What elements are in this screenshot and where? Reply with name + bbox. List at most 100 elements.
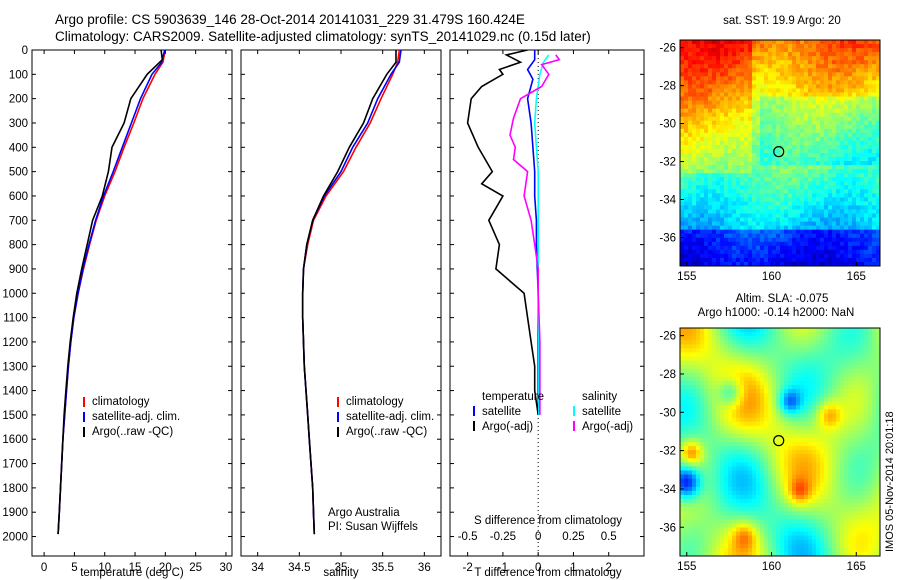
- map-cell: [824, 108, 829, 114]
- map-cell: [824, 257, 829, 263]
- map-cell: [860, 48, 865, 53]
- map-cell: [856, 92, 861, 98]
- map-cell: [820, 108, 825, 114]
- map-cell: [872, 76, 877, 81]
- map-cell: [864, 177, 869, 182]
- map-cell: [852, 148, 857, 154]
- map-cell: [716, 44, 721, 49]
- map-cell: [860, 261, 865, 266]
- map-cell: [768, 209, 773, 215]
- map-cell: [688, 421, 693, 427]
- map-cell: [708, 124, 713, 130]
- map-cell: [828, 40, 833, 45]
- map-cell: [720, 165, 725, 170]
- map-cell: [852, 425, 857, 431]
- map-cell: [784, 360, 789, 366]
- map-cell: [808, 153, 813, 158]
- map-cell: [792, 466, 797, 472]
- map-cell: [732, 340, 737, 345]
- map-cell: [812, 225, 817, 231]
- map-cell: [700, 157, 705, 162]
- map-cell: [852, 169, 857, 174]
- map-cell: [752, 205, 757, 211]
- map-cell: [824, 352, 829, 358]
- map-cell: [756, 237, 761, 243]
- map-cell: [688, 165, 693, 170]
- map-cell: [836, 112, 841, 118]
- map-cell: [808, 389, 813, 394]
- map-cell: [788, 64, 793, 69]
- map-cell: [816, 454, 821, 459]
- map-cell: [776, 462, 781, 468]
- map-cell: [784, 124, 789, 130]
- map-cell: [712, 181, 717, 186]
- map-cell: [812, 405, 817, 411]
- map-cell: [720, 108, 725, 114]
- map-cell: [772, 409, 777, 415]
- map-cell: [684, 401, 689, 406]
- map-cell: [840, 417, 845, 423]
- map-cell: [872, 470, 877, 476]
- map-cell: [732, 401, 737, 406]
- map-cell: [700, 389, 705, 394]
- map-cell: [724, 393, 729, 398]
- map-cell: [708, 68, 713, 73]
- map-cell: [716, 470, 721, 476]
- map-cell: [792, 52, 797, 57]
- map-cell: [772, 352, 777, 358]
- map-cell: [688, 446, 693, 451]
- map-cell: [716, 185, 721, 190]
- map-cell: [764, 417, 769, 423]
- map-cell: [836, 437, 841, 443]
- map-cell: [836, 466, 841, 472]
- map-cell: [776, 450, 781, 455]
- map-cell: [716, 181, 721, 186]
- map-cell: [820, 128, 825, 134]
- map-cell: [836, 417, 841, 423]
- map-cell: [848, 112, 853, 118]
- map-cell: [868, 413, 873, 419]
- map-cell: [772, 241, 777, 247]
- map-cell: [804, 56, 809, 61]
- map-cell: [708, 177, 713, 182]
- s-tick-label: 0: [535, 531, 541, 543]
- map-cell: [856, 245, 861, 251]
- map-cell: [704, 153, 709, 158]
- map-cell: [768, 136, 773, 142]
- map-cell: [748, 372, 753, 378]
- map-cell: [860, 385, 865, 390]
- map-cell: [740, 409, 745, 415]
- map-cell: [760, 181, 765, 186]
- map-cell: [808, 68, 813, 73]
- map-cell: [692, 462, 697, 468]
- map-cell: [796, 64, 801, 69]
- map-cell: [804, 249, 809, 255]
- map-cell: [708, 72, 713, 77]
- map-cell: [728, 148, 733, 154]
- map-cell: [684, 245, 689, 251]
- map-cell: [772, 136, 777, 142]
- map-cell: [876, 173, 880, 178]
- map-cell: [844, 128, 849, 134]
- map-cell: [756, 92, 761, 98]
- map-cell: [852, 466, 857, 472]
- map-cell: [768, 92, 773, 98]
- map-cell: [780, 128, 785, 134]
- map-cell: [860, 429, 865, 435]
- map-cell: [776, 368, 781, 374]
- map-cell: [684, 96, 689, 102]
- map-cell: [744, 144, 749, 150]
- map-cell: [836, 253, 841, 259]
- map-cell: [724, 340, 729, 345]
- map-cell: [768, 458, 773, 463]
- map-cell: [764, 389, 769, 394]
- map-cell: [864, 401, 869, 406]
- map-cell: [744, 213, 749, 219]
- map-cell: [712, 60, 717, 65]
- map-cell: [780, 393, 785, 398]
- map-cell: [704, 360, 709, 366]
- map-cell: [704, 257, 709, 263]
- map-cell: [692, 470, 697, 476]
- map-cell: [740, 140, 745, 146]
- map-cell: [764, 261, 769, 266]
